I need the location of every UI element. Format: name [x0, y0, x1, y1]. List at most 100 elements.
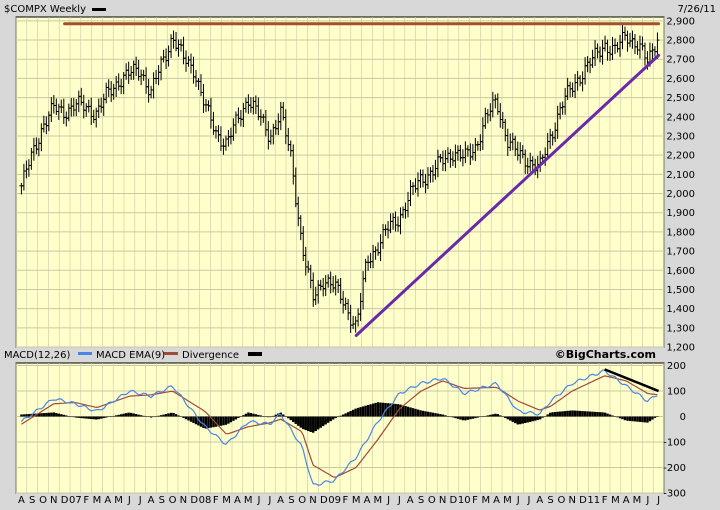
- x-tick-label: N: [309, 495, 316, 506]
- divergence-bar: [102, 416, 105, 419]
- x-tick-label: D: [579, 495, 587, 506]
- divergence-bar: [334, 416, 337, 419]
- divergence-bar: [192, 416, 195, 423]
- divergence-bar: [92, 416, 95, 420]
- divergence-bar: [67, 415, 70, 417]
- macd-line: [20, 369, 658, 486]
- divergence-bar: [37, 413, 41, 417]
- divergence-bar: [366, 405, 370, 417]
- divergence-bar: [394, 403, 397, 417]
- price-y-tick-label: 2,400: [666, 112, 695, 123]
- divergence-bar: [364, 405, 367, 417]
- divergence-bar: [87, 416, 90, 419]
- divergence-bar: [90, 416, 93, 420]
- price-y-tick-label: 2,000: [666, 189, 695, 200]
- divergence-bar: [613, 416, 617, 417]
- x-tick-label: M: [633, 495, 642, 506]
- macd-y-tick-label: 200: [667, 361, 686, 372]
- x-tick-label: O: [428, 495, 436, 506]
- divergence-bar: [194, 416, 198, 425]
- divergence-bar: [252, 413, 255, 417]
- divergence-bar: [573, 410, 577, 417]
- divergence-bar: [346, 412, 350, 417]
- x-tick-label: M: [114, 495, 123, 506]
- divergence-label: Divergence: [182, 350, 239, 361]
- divergence-bar: [142, 415, 145, 417]
- divergence-bar: [199, 416, 203, 427]
- divergence-bar: [164, 413, 168, 417]
- divergence-bar: [132, 413, 135, 417]
- divergence-bar: [454, 416, 457, 419]
- x-tick-label: N: [180, 495, 187, 506]
- divergence-bar: [636, 416, 639, 422]
- divergence-bar: [481, 416, 485, 418]
- divergence-bar: [326, 416, 330, 423]
- divergence-bar: [294, 416, 297, 424]
- divergence-bar: [471, 416, 475, 419]
- x-tick-label: N: [568, 495, 575, 506]
- divergence-bar: [486, 415, 490, 417]
- divergence-bar: [82, 416, 85, 419]
- divergence-bar: [618, 416, 622, 419]
- divergence-bar: [496, 414, 499, 417]
- divergence-bar: [538, 416, 542, 420]
- divergence-bar: [526, 416, 529, 423]
- macd-y-axis: -300 -200 -100 0 100 200: [663, 361, 686, 499]
- divergence-bar: [167, 413, 170, 417]
- divergence-bar: [169, 412, 173, 417]
- divergence-bar: [264, 416, 268, 418]
- divergence-bar: [648, 416, 652, 422]
- divergence-bar: [611, 415, 614, 417]
- divergence-bar: [548, 412, 552, 417]
- divergence-bar: [114, 415, 118, 417]
- divergence-bar: [239, 416, 243, 418]
- divergence-bar: [561, 411, 564, 417]
- divergence-bar: [588, 411, 592, 417]
- symbol-title: $COMPX Weekly: [4, 4, 86, 15]
- divergence-bar: [292, 416, 295, 423]
- divergence-bar: [529, 416, 532, 422]
- divergence-bar: [324, 416, 327, 425]
- divergence-bar: [197, 416, 200, 426]
- divergence-bar: [501, 416, 504, 418]
- price-y-tick-label: 1,900: [666, 208, 695, 219]
- divergence-bar: [57, 413, 61, 417]
- divergence-bar: [55, 413, 58, 417]
- divergence-bar: [222, 416, 225, 426]
- divergence-bar: [534, 416, 537, 421]
- divergence-bar: [70, 416, 73, 418]
- divergence-bar: [456, 416, 460, 419]
- divergence-bar: [204, 416, 208, 429]
- x-tick-label: M: [503, 495, 512, 506]
- price-y-tick-label: 1,700: [666, 247, 695, 258]
- divergence-bar: [242, 415, 245, 417]
- divergence-bar: [434, 413, 437, 417]
- divergence-bar: [431, 412, 435, 417]
- divergence-bar: [274, 414, 278, 417]
- divergence-bar: [85, 416, 88, 419]
- divergence-bar: [626, 416, 629, 421]
- divergence-bar: [601, 412, 604, 417]
- x-tick-label: O: [169, 495, 177, 506]
- divergence-bar: [317, 416, 320, 430]
- price-y-tick-label: 2,500: [666, 93, 695, 104]
- divergence-bar: [596, 412, 599, 417]
- divergence-bar: [509, 416, 512, 421]
- divergence-bar: [411, 408, 415, 417]
- divergence-bar: [75, 416, 78, 418]
- chart-date: 7/26/11: [677, 4, 716, 15]
- divergence-bar: [416, 409, 420, 417]
- divergence-bar: [491, 414, 495, 417]
- divergence-bar: [571, 410, 574, 417]
- divergence-bar: [40, 413, 43, 417]
- divergence-bar: [244, 413, 248, 417]
- x-tick-label: 11: [587, 495, 600, 506]
- price-y-tick-label: 1,600: [666, 266, 695, 277]
- x-tick-label: J: [138, 495, 142, 506]
- x-tick-label: F: [213, 495, 219, 506]
- divergence-bar: [404, 406, 407, 417]
- divergence-bar: [187, 416, 190, 421]
- x-tick-label: A: [536, 495, 543, 506]
- x-tick-label: M: [222, 495, 231, 506]
- divergence-bar: [381, 402, 385, 417]
